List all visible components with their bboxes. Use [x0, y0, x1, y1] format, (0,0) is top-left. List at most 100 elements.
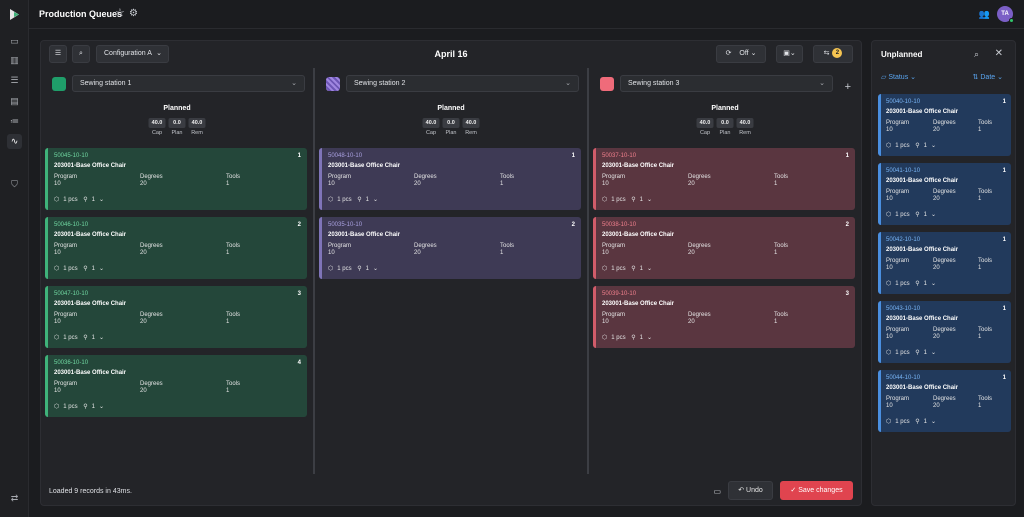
comment-icon[interactable]: ▭ [713, 487, 721, 496]
status-filter[interactable]: ▱ Status ⌄ [881, 73, 916, 81]
card-footer: ⬡ 1 pcs ⚲ 1 ⌄ [602, 334, 656, 341]
close-icon[interactable]: ✕ [994, 48, 1003, 59]
order-card[interactable]: 50035-10-10 2 203001-Base Office Chair P… [319, 217, 581, 279]
column-header: Sewing station 1 ⌄ [45, 72, 309, 94]
wrench-icon[interactable]: ⚲ [631, 335, 636, 341]
rem-stat: 40.0 Rem [462, 118, 480, 136]
box-icon: ⬡ [602, 335, 608, 341]
wrench-icon[interactable]: ⚲ [915, 212, 920, 218]
wrench-icon[interactable]: ⚲ [83, 266, 88, 272]
date-sort[interactable]: ⇅ Date ⌄ [973, 73, 1003, 81]
shield-icon[interactable]: ⛉ [11, 179, 18, 189]
order-card[interactable]: 50045-10-10 1 203001-Base Office Chair P… [45, 148, 307, 210]
unplanned-order-card[interactable]: 50041-10-10 1 203001-Base Office Chair P… [878, 163, 1011, 225]
presentation-icon[interactable]: ▭ [10, 36, 19, 46]
station-select[interactable]: Sewing station 1 ⌄ [72, 75, 305, 92]
wrench-icon[interactable]: ⚲ [83, 197, 88, 203]
wrench-icon[interactable]: ⚲ [915, 419, 920, 425]
star-icon[interactable]: ☆ [115, 7, 125, 19]
wrench-icon[interactable]: ⚲ [357, 197, 362, 203]
pcs-count: 1 pcs [63, 404, 78, 410]
save-changes-button[interactable]: ✓ Save changes [780, 481, 853, 500]
pcs-count: 1 pcs [895, 350, 910, 356]
wrench-icon[interactable]: ⚲ [915, 281, 920, 287]
degrees-value: 20 [414, 181, 421, 187]
chevron-down-icon[interactable]: ⌄ [931, 350, 937, 356]
undo-button[interactable]: ↶ Undo [728, 481, 773, 500]
chevron-down-icon[interactable]: ⌄ [931, 419, 937, 425]
station-color-swatch[interactable] [600, 77, 614, 91]
chevron-down-icon[interactable]: ⌄ [647, 266, 653, 272]
order-card[interactable]: 50038-10-10 2 203001-Base Office Chair P… [593, 217, 855, 279]
wrench-icon[interactable]: ⚲ [83, 335, 88, 341]
chevron-down-icon[interactable]: ⌄ [373, 197, 379, 203]
chevron-down-icon[interactable]: ⌄ [931, 143, 937, 149]
chevron-down-icon[interactable]: ⌄ [99, 404, 105, 410]
app-logo-icon[interactable] [8, 8, 21, 21]
people-icon[interactable]: 👥 [978, 9, 990, 19]
order-card[interactable]: 50046-10-10 2 203001-Base Office Chair P… [45, 217, 307, 279]
card-footer: ⬡ 1 pcs ⚲ 1 ⌄ [328, 265, 382, 272]
chevron-down-icon[interactable]: ⌄ [931, 281, 937, 287]
chevron-down-icon[interactable]: ⌄ [931, 212, 937, 218]
menu-button[interactable]: ☰ [49, 45, 67, 63]
save-label: Save changes [798, 487, 843, 494]
sync-toggle[interactable]: ⟳ Off ⌄ [716, 45, 766, 63]
box-icon: ⬡ [54, 404, 60, 410]
add-column-icon[interactable]: + [844, 81, 851, 93]
list-check-icon[interactable]: ≔ [10, 116, 19, 126]
chevron-down-icon[interactable]: ⌄ [647, 197, 653, 203]
wrench-icon[interactable]: ⚲ [631, 197, 636, 203]
search-icon[interactable]: ⌕ [973, 49, 979, 59]
list-icon[interactable]: ☰ [10, 75, 19, 85]
calendar-icon[interactable]: ▤ [10, 96, 19, 106]
configuration-dropdown[interactable]: Configuration A ⌄ [96, 45, 169, 63]
order-card[interactable]: 50048-10-10 1 203001-Base Office Chair P… [319, 148, 581, 210]
chart-icon[interactable]: ▥ [10, 55, 19, 65]
product-name: 203001-Base Office Chair [602, 301, 675, 307]
wrench-icon[interactable]: ⚲ [83, 404, 88, 410]
chevron-down-icon[interactable]: ⌄ [373, 266, 379, 272]
tool-count: 1 [923, 212, 928, 218]
chevron-down-icon[interactable]: ⌄ [99, 335, 105, 341]
wrench-icon[interactable]: ⚲ [915, 350, 920, 356]
unplanned-order-card[interactable]: 50042-10-10 1 203001-Base Office Chair P… [878, 232, 1011, 294]
order-card[interactable]: 50037-10-10 1 203001-Base Office Chair P… [593, 148, 855, 210]
program-value: 10 [602, 250, 609, 256]
waveform-icon[interactable]: ∿ [7, 134, 22, 149]
search-button[interactable]: ⌕ [72, 45, 90, 63]
tools-label: Tools [226, 381, 241, 387]
avatar[interactable]: TA [997, 6, 1014, 23]
unplanned-order-card[interactable]: 50040-10-10 1 203001-Base Office Chair P… [878, 94, 1011, 156]
wrench-icon[interactable]: ⚲ [631, 266, 636, 272]
swap-icon[interactable]: ⇄ [10, 493, 19, 503]
chevron-down-icon[interactable]: ⌄ [99, 266, 105, 272]
station-select[interactable]: Sewing station 3 ⌄ [620, 75, 833, 92]
unplanned-order-card[interactable]: 50043-10-10 1 203001-Base Office Chair P… [878, 301, 1011, 363]
tools-value: 1 [774, 181, 778, 187]
chevron-down-icon[interactable]: ⌄ [99, 197, 105, 203]
tool-count: 1 [923, 143, 928, 149]
gear-icon[interactable]: ⚙ [129, 8, 138, 19]
box-icon: ⬡ [54, 197, 60, 203]
filter-icon: ▱ [881, 74, 887, 81]
card-footer: ⬡ 1 pcs ⚲ 1 ⌄ [54, 196, 108, 203]
degrees-value: 20 [140, 181, 147, 187]
unplanned-order-card[interactable]: 50044-10-10 1 203001-Base Office Chair P… [878, 370, 1011, 432]
station-color-swatch[interactable] [326, 77, 340, 91]
conflicts-button[interactable]: ⇆ 2 [813, 45, 853, 63]
save-view-dropdown[interactable]: ▣⌄ [776, 45, 803, 63]
conflicts-badge: 2 [832, 48, 843, 59]
order-card[interactable]: 50047-10-10 3 203001-Base Office Chair P… [45, 286, 307, 348]
order-card[interactable]: 50039-10-10 3 203001-Base Office Chair P… [593, 286, 855, 348]
order-card[interactable]: 50036-10-10 4 203001-Base Office Chair P… [45, 355, 307, 417]
card-footer: ⬡ 1 pcs ⚲ 1 ⌄ [886, 280, 940, 287]
chevron-down-icon[interactable]: ⌄ [647, 335, 653, 341]
wrench-icon[interactable]: ⚲ [357, 266, 362, 272]
station-select[interactable]: Sewing station 2 ⌄ [346, 75, 579, 92]
station-color-swatch[interactable] [52, 77, 66, 91]
card-footer: ⬡ 1 pcs ⚲ 1 ⌄ [886, 211, 940, 218]
wrench-icon[interactable]: ⚲ [915, 143, 920, 149]
station-name: Sewing station 2 [354, 80, 406, 87]
tools-value: 1 [978, 334, 982, 340]
